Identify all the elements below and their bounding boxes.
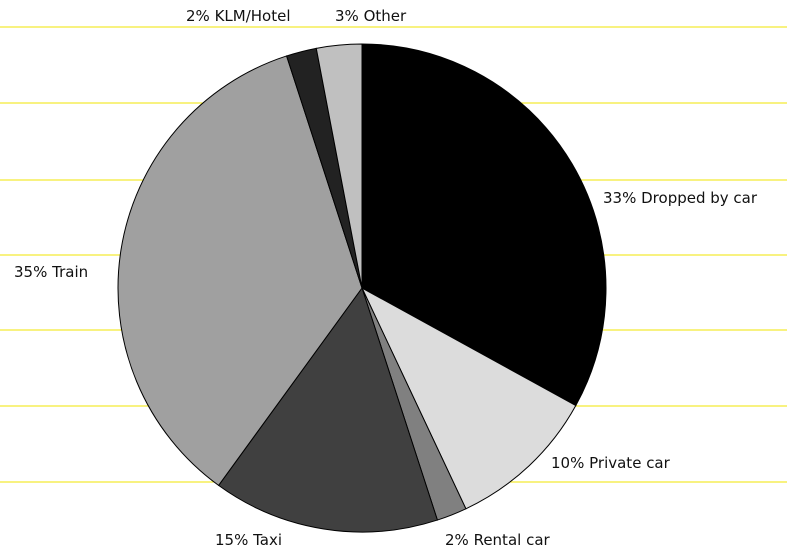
value-label: 35% [14,263,47,281]
pie-slice [361,43,607,407]
category-label: Private car [589,454,671,472]
slice-label: 35% Train [14,263,88,281]
value-label: 2% [445,531,469,549]
category-label: KLM/Hotel [215,7,291,25]
pie-slice [217,286,439,533]
pie-slice [117,55,363,487]
slice-label: 10% Private car [551,454,671,472]
pie-slice [315,43,363,289]
category-label: Dropped by car [641,189,758,207]
value-label: 3% [335,7,359,25]
category-label: Taxi [252,531,282,549]
slice-label: 2% Rental car [445,531,551,549]
pie-slice [360,286,577,510]
slice-label: 33% Dropped by car [603,189,758,207]
value-label: 2% [186,7,210,25]
value-label: 33% [603,189,636,207]
category-label: Rental car [474,531,551,549]
category-label: Train [51,263,88,281]
slice-label: 3% Other [335,7,407,25]
category-label: Other [364,7,407,25]
value-label: 15% [215,531,248,549]
value-label: 10% [551,454,584,472]
slice-label: 15% Taxi [215,531,282,549]
slice-label: 2% KLM/Hotel [186,7,291,25]
